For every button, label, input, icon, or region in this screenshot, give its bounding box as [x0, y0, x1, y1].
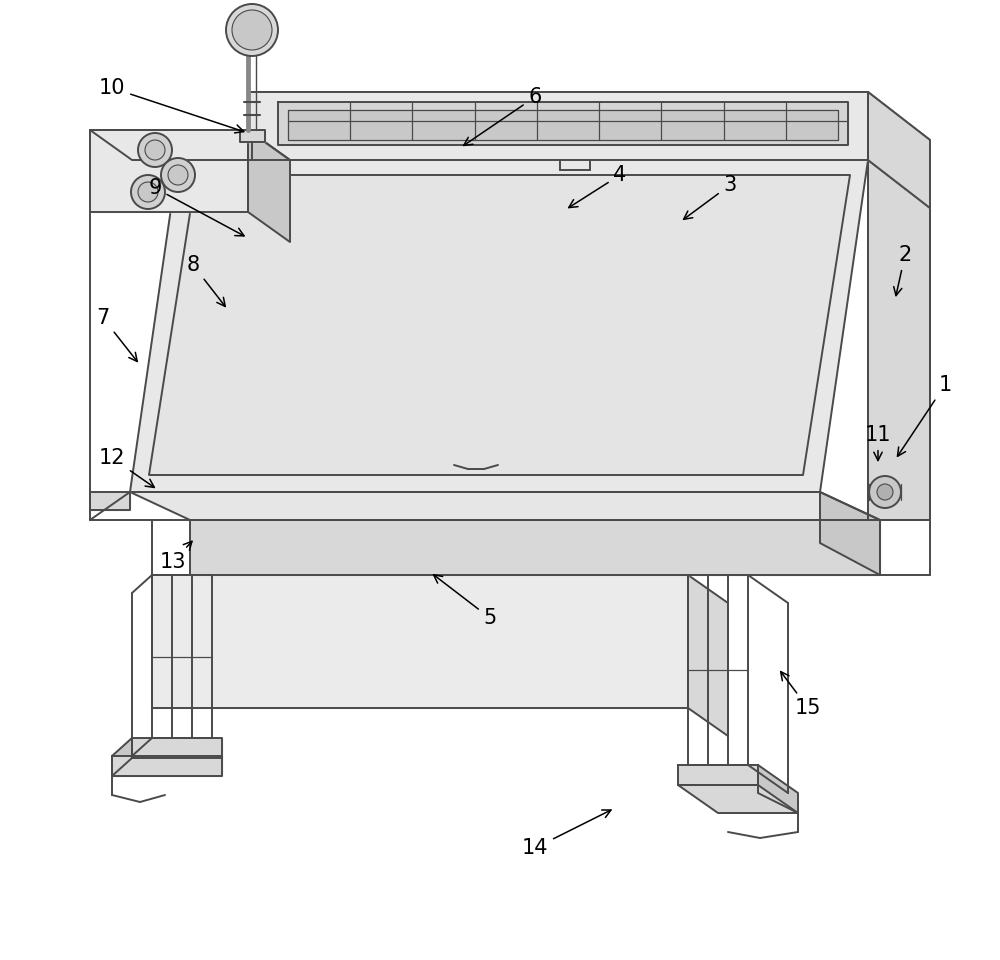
Polygon shape: [112, 756, 222, 776]
Polygon shape: [678, 785, 798, 813]
Polygon shape: [90, 130, 290, 160]
Polygon shape: [820, 492, 880, 575]
Polygon shape: [190, 520, 880, 575]
Text: 4: 4: [569, 165, 627, 207]
Polygon shape: [90, 130, 248, 212]
Circle shape: [877, 484, 893, 500]
Polygon shape: [868, 160, 930, 520]
Polygon shape: [248, 130, 290, 242]
Text: 10: 10: [99, 78, 244, 132]
Text: 14: 14: [522, 810, 611, 858]
Text: 11: 11: [865, 425, 891, 461]
Text: 5: 5: [434, 575, 497, 628]
Polygon shape: [112, 738, 132, 776]
Circle shape: [232, 10, 272, 50]
Text: 3: 3: [684, 175, 737, 219]
Circle shape: [131, 175, 165, 209]
Text: 8: 8: [186, 255, 225, 306]
Polygon shape: [758, 765, 798, 813]
Text: 12: 12: [99, 448, 154, 488]
Polygon shape: [152, 575, 688, 708]
Text: 6: 6: [464, 87, 542, 146]
Text: 7: 7: [96, 308, 137, 362]
Text: 2: 2: [894, 245, 912, 296]
Polygon shape: [149, 175, 850, 475]
Text: 1: 1: [897, 375, 952, 456]
Circle shape: [138, 133, 172, 167]
Polygon shape: [90, 492, 130, 510]
Polygon shape: [132, 738, 222, 758]
Polygon shape: [678, 765, 758, 785]
Polygon shape: [278, 102, 848, 145]
Circle shape: [145, 140, 165, 160]
Circle shape: [869, 476, 901, 508]
Text: 13: 13: [160, 541, 192, 572]
Polygon shape: [240, 130, 265, 142]
Polygon shape: [130, 492, 880, 520]
Polygon shape: [868, 92, 930, 208]
Text: 15: 15: [781, 672, 821, 718]
Polygon shape: [688, 575, 728, 736]
Polygon shape: [130, 160, 868, 492]
Polygon shape: [288, 110, 838, 140]
Circle shape: [161, 158, 195, 192]
Text: 9: 9: [148, 178, 244, 236]
Circle shape: [168, 165, 188, 185]
Circle shape: [138, 182, 158, 202]
Polygon shape: [248, 92, 930, 140]
Circle shape: [226, 4, 278, 56]
Polygon shape: [248, 92, 868, 160]
